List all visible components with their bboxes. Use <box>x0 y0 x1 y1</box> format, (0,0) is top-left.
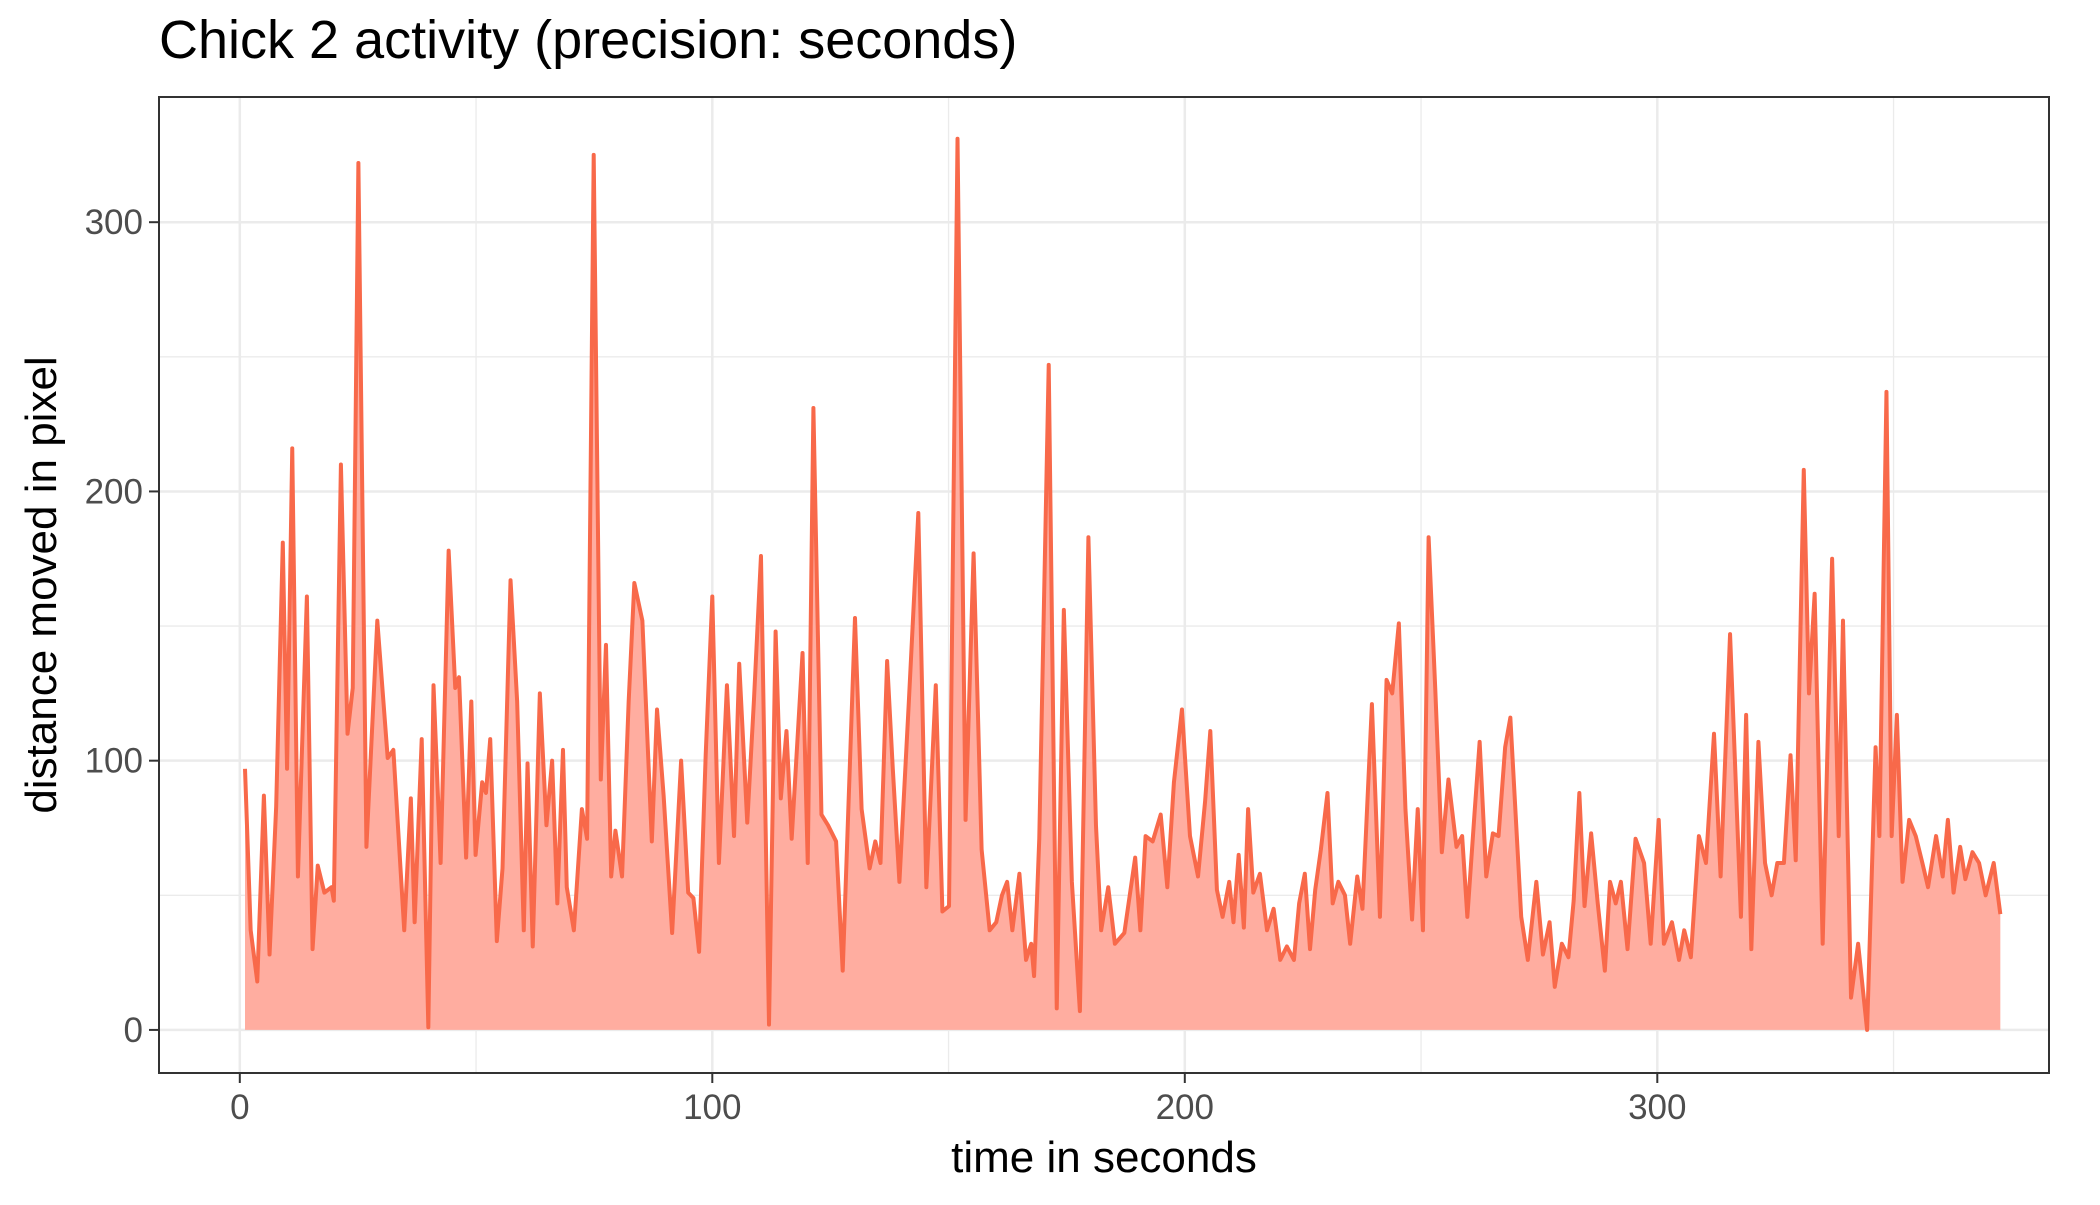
x-tick-label: 300 <box>1628 1088 1686 1127</box>
y-tick-label: 200 <box>85 472 143 511</box>
plot-border <box>158 96 2050 1074</box>
y-axis-title: distance moved in pixel <box>17 356 66 813</box>
line <box>243 136 2003 1032</box>
y-tick-label: 300 <box>85 203 143 242</box>
y-tick-label: 0 <box>124 1011 143 1050</box>
x-tick-label: 0 <box>230 1088 249 1127</box>
area <box>245 138 2001 1030</box>
x-axis-title: time in seconds <box>951 1133 1257 1182</box>
x-tick-label: 200 <box>1156 1088 1214 1127</box>
chart-title: Chick 2 activity (precision: seconds) <box>159 10 1017 70</box>
y-tick-label: 100 <box>85 742 143 781</box>
x-tick-label: 100 <box>683 1088 741 1127</box>
